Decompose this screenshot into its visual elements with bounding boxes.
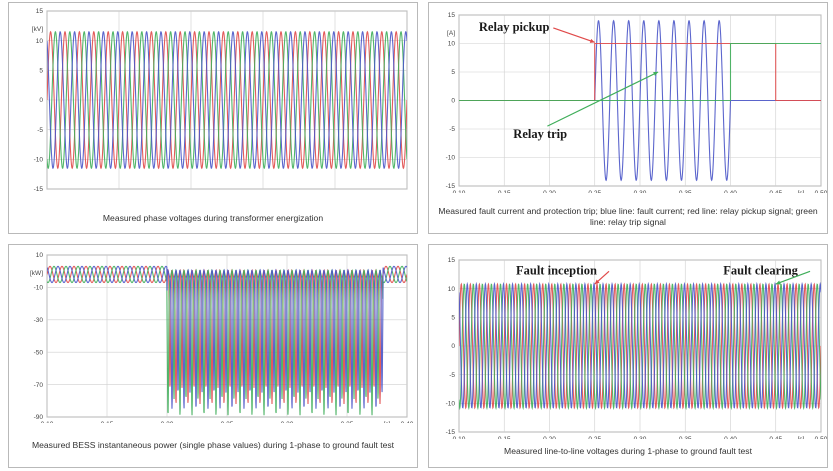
chart-caption: Measured BESS instantaneous power (singl… [31,440,395,450]
chart-caption: Measured phase voltages during transform… [102,213,324,223]
chart-caption: Measured line-to-line voltages during 1-… [504,446,752,456]
x-unit-label: [s] [384,421,391,423]
x-tick-label: 0.35 [679,190,692,193]
y-tick-label: -10 [446,401,456,408]
x-tick-label: 0.25 [588,436,601,439]
y-unit-label: [A] [447,30,455,37]
chart-caption: Measured fault current and protection tr… [438,206,818,227]
annotation-arrow [775,270,811,285]
annotation-arrowhead [775,280,781,285]
y-tick-label: -10 [34,157,44,164]
annotation-arrowhead [589,38,595,43]
y-tick-label: 5 [451,69,455,76]
y-tick-label: -5 [449,372,455,379]
y-tick-label: 15 [448,12,456,19]
x-tick-label: 0.30 [634,436,647,439]
x-unit-label: [s] [798,436,805,439]
chart-line-voltages: 0.10 0.15 0.20 0.25 0.30 0.35 0.40 0.45 0.50 [s] 1… [446,257,827,439]
y-tick-label: -5 [449,126,455,133]
x-tick-label: 0.40 [724,436,737,439]
y-tick-label: -50 [34,349,44,356]
y-tick-label: -15 [446,429,456,436]
y-tick-label: -10 [34,285,44,292]
annotation-label: Relay trip [513,127,567,141]
x-tick-label: 0.25 [588,190,601,193]
y-tick-label: -5 [37,127,43,134]
y-tick-label: 10 [36,38,44,45]
annotation-arrow [553,27,595,43]
x-tick-label: 0.20 [161,421,174,423]
chart-bess-power: 0.10 0.15 0.20 0.25 0.30 0.35 0.40 [s] 10 -10 -30 -… [30,252,414,423]
x-tick-label: 0.50 [815,436,827,439]
y-tick-label: 5 [451,315,455,322]
x-tick-label: 0.40 [401,421,414,423]
y-tick-label: -15 [34,186,44,191]
y-tick-label: -15 [446,183,456,190]
y-tick-label: 10 [36,252,44,259]
chart-panel-fault-current: 0.10 0.15 0.20 0.25 0.30 0.35 0.40 0.45 0.50 [s] 1… [428,2,828,234]
y-tick-label: -10 [446,155,456,162]
y-tick-label: 0 [39,97,43,104]
annotation-arrow [547,71,659,127]
y-tick-label: 0 [451,343,455,350]
chart-panel-bess-power: 0.10 0.15 0.20 0.25 0.30 0.35 0.40 [s] 10 -10 -30 -… [8,244,418,468]
y-tick-label: 15 [448,257,456,264]
x-tick-label: 0.45 [769,190,782,193]
series-line-blue [459,281,821,409]
y-tick-label: 10 [448,41,456,48]
series-line-red [47,30,407,170]
series-line-blue [47,265,407,409]
series-line-green [459,283,821,411]
x-tick-label: 0.15 [101,421,114,423]
y-tick-label: 15 [36,8,44,15]
chart-panel-phase-voltages: 0.200.250.300.350.400.45[s]151050-5-10-1… [8,2,418,234]
series-line-green [459,42,821,102]
x-tick-label: 0.25 [221,421,234,423]
annotation-label: Fault inception [516,263,597,277]
series-line-green [47,31,407,169]
series-line-blue [47,31,407,169]
annotation-label: Fault clearing [723,263,798,277]
x-tick-label: 0.15 [498,436,511,439]
y-unit-label: [kV] [32,26,43,33]
chart-panel-line-voltages: 0.10 0.15 0.20 0.25 0.30 0.35 0.40 0.45 0.50 [s] 1… [428,244,828,468]
x-tick-label: 0.10 [41,421,54,423]
annotation-label: Relay pickup [479,20,550,34]
y-tick-label: -30 [34,317,44,324]
y-tick-label: 10 [448,286,456,293]
x-tick-label: 0.10 [453,190,466,193]
x-tick-label: 0.10 [453,436,466,439]
x-tick-label: 0.35 [679,436,692,439]
y-unit-label: [kW] [30,270,43,277]
x-tick-label: 0.40 [724,190,737,193]
x-tick-label: 0.15 [498,190,511,193]
y-tick-label: 5 [39,68,43,75]
series-line-red [459,282,821,410]
y-tick-label: -70 [34,382,44,389]
chart-phase-voltages: 0.200.250.300.350.400.45[s]151050-5-10-1… [32,8,408,191]
y-tick-label: 0 [451,98,455,105]
x-tick-label: 0.20 [543,436,556,439]
annotation-arrowhead [653,72,659,76]
x-tick-label: 0.20 [543,190,556,193]
x-tick-label: 0.50 [815,190,827,193]
chart-fault-current: 0.10 0.15 0.20 0.25 0.30 0.35 0.40 0.45 0.50 [s] 1… [446,12,827,193]
x-tick-label: 0.30 [281,421,294,423]
x-tick-label: 0.45 [769,436,782,439]
x-tick-label: 0.35 [341,421,354,423]
y-tick-label: -90 [34,414,44,421]
x-tick-label: 0.30 [634,190,647,193]
x-unit-label: [s] [798,190,805,193]
annotation-arrowhead [594,279,600,285]
